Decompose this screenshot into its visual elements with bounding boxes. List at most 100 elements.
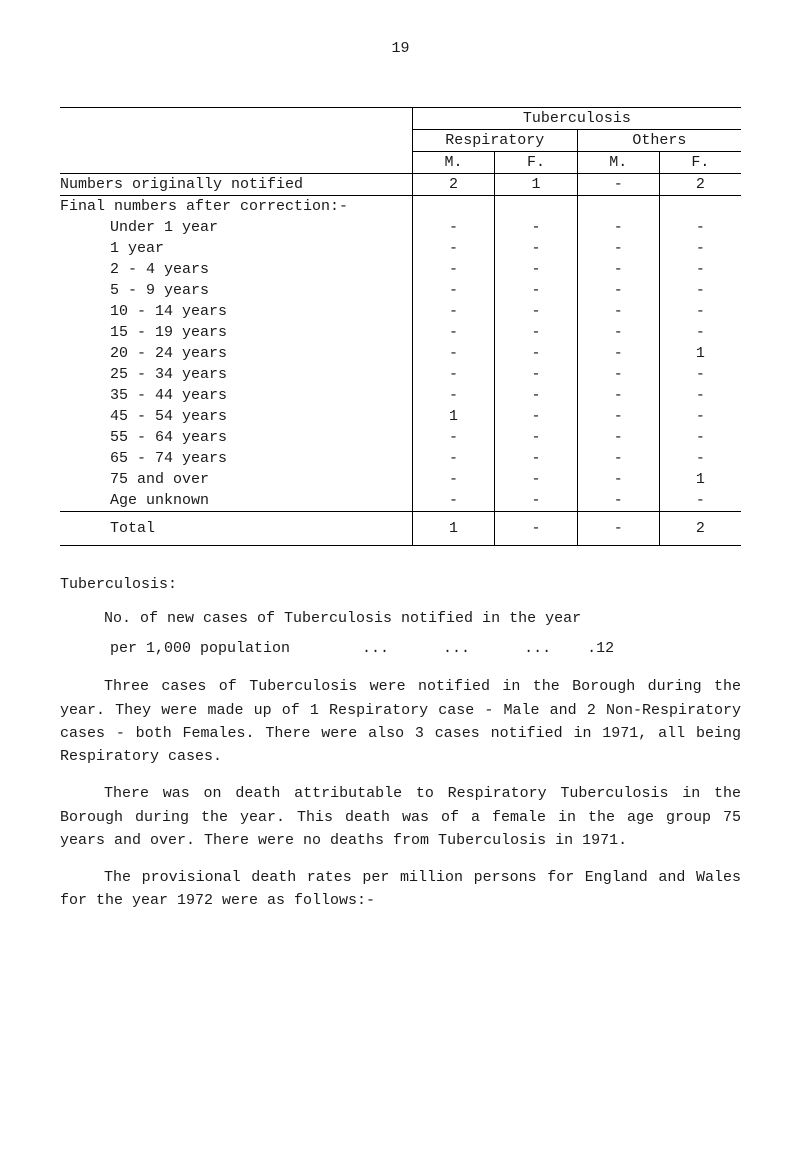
table-cell: - bbox=[412, 448, 495, 469]
table-row: Total1--2 bbox=[60, 512, 741, 546]
table-cell: - bbox=[659, 217, 741, 238]
table-cell: - bbox=[659, 259, 741, 280]
table-cell: - bbox=[412, 490, 495, 512]
table-cell: - bbox=[412, 280, 495, 301]
table-cell: 2 bbox=[659, 512, 741, 546]
rate-intro: No. of new cases of Tuberculosis notifie… bbox=[60, 607, 741, 630]
table-row: 65 - 74 years---- bbox=[60, 448, 741, 469]
table-super-header: Tuberculosis bbox=[412, 108, 741, 130]
table-cell: - bbox=[659, 448, 741, 469]
table-cell: - bbox=[659, 301, 741, 322]
table-row: 15 - 19 years---- bbox=[60, 322, 741, 343]
table-row-label: Age unknown bbox=[60, 490, 412, 512]
table-row: 35 - 44 years---- bbox=[60, 385, 741, 406]
table-cell: - bbox=[495, 259, 578, 280]
paragraph-1: Three cases of Tuberculosis were notifie… bbox=[60, 675, 741, 768]
table-cell: - bbox=[577, 238, 659, 259]
table-cell bbox=[659, 196, 741, 218]
table-row-label: Under 1 year bbox=[60, 217, 412, 238]
table-cell: - bbox=[412, 469, 495, 490]
table-cell: - bbox=[495, 364, 578, 385]
table-cell: - bbox=[495, 301, 578, 322]
table-cell bbox=[495, 196, 578, 218]
table-cell: - bbox=[659, 385, 741, 406]
table-cell: - bbox=[412, 427, 495, 448]
table-cell: - bbox=[412, 217, 495, 238]
paragraph-3: The provisional death rates per million … bbox=[60, 866, 741, 913]
table-row-label: 35 - 44 years bbox=[60, 385, 412, 406]
table-cell: - bbox=[495, 512, 578, 546]
table-row: 45 - 54 years1--- bbox=[60, 406, 741, 427]
table-row: Numbers originally notified21-2 bbox=[60, 174, 741, 196]
table-row-label: Total bbox=[60, 512, 412, 546]
table-row-label: Numbers originally notified bbox=[60, 174, 412, 196]
table-cell: 1 bbox=[659, 469, 741, 490]
table-cell: - bbox=[577, 385, 659, 406]
table-row-label: 1 year bbox=[60, 238, 412, 259]
table-row: 2 - 4 years---- bbox=[60, 259, 741, 280]
table-row-label: 15 - 19 years bbox=[60, 322, 412, 343]
table-cell: - bbox=[412, 343, 495, 364]
table-cell: - bbox=[495, 343, 578, 364]
table-row: 10 - 14 years---- bbox=[60, 301, 741, 322]
table-row-label: 2 - 4 years bbox=[60, 259, 412, 280]
table-cell: - bbox=[495, 469, 578, 490]
table-cell: - bbox=[577, 343, 659, 364]
table-row: 55 - 64 years---- bbox=[60, 427, 741, 448]
table-cell: - bbox=[577, 406, 659, 427]
table-cell: - bbox=[659, 280, 741, 301]
table-cell: - bbox=[412, 238, 495, 259]
table-group-respiratory: Respiratory bbox=[412, 130, 577, 152]
table-row-label: 65 - 74 years bbox=[60, 448, 412, 469]
table-cell: 1 bbox=[412, 512, 495, 546]
table-row-label: 10 - 14 years bbox=[60, 301, 412, 322]
table-row: Age unknown---- bbox=[60, 490, 741, 512]
table-cell: - bbox=[495, 217, 578, 238]
table-cell bbox=[577, 196, 659, 218]
table-cell: 2 bbox=[412, 174, 495, 196]
table-cell: - bbox=[412, 259, 495, 280]
table-group-others: Others bbox=[577, 130, 741, 152]
paragraph-2: There was on death attributable to Respi… bbox=[60, 782, 741, 852]
table-cell: - bbox=[577, 174, 659, 196]
table-cell: - bbox=[495, 322, 578, 343]
table-cell: - bbox=[412, 364, 495, 385]
table-cell: - bbox=[659, 322, 741, 343]
table-row: Under 1 year---- bbox=[60, 217, 741, 238]
table-cell: - bbox=[412, 385, 495, 406]
table-cell: - bbox=[495, 280, 578, 301]
table-cell: - bbox=[577, 427, 659, 448]
table-cell: - bbox=[495, 385, 578, 406]
table-row: 20 - 24 years---1 bbox=[60, 343, 741, 364]
table-cell: 2 bbox=[659, 174, 741, 196]
table-sub-f2: F. bbox=[659, 152, 741, 174]
table-cell: - bbox=[495, 238, 578, 259]
table-row: 1 year---- bbox=[60, 238, 741, 259]
table-cell: - bbox=[577, 448, 659, 469]
table-row: 25 - 34 years---- bbox=[60, 364, 741, 385]
table-cell: - bbox=[577, 280, 659, 301]
table-cell: - bbox=[412, 301, 495, 322]
table-row-label: 25 - 34 years bbox=[60, 364, 412, 385]
table-cell: - bbox=[659, 406, 741, 427]
table-cell bbox=[412, 196, 495, 218]
table-sub-f: F. bbox=[495, 152, 578, 174]
table-cell: - bbox=[495, 490, 578, 512]
table-cell: - bbox=[495, 448, 578, 469]
table-cell: - bbox=[577, 301, 659, 322]
table-row: Final numbers after correction:- bbox=[60, 196, 741, 218]
table-cell: - bbox=[577, 322, 659, 343]
table-cell: - bbox=[659, 490, 741, 512]
table-row-label: 20 - 24 years bbox=[60, 343, 412, 364]
page-number: 19 bbox=[60, 40, 741, 57]
rate-line: per 1,000 population ... ... ... .12 bbox=[60, 640, 741, 657]
table-cell: - bbox=[659, 427, 741, 448]
table-cell: - bbox=[495, 427, 578, 448]
table-row: 5 - 9 years---- bbox=[60, 280, 741, 301]
table-cell: 1 bbox=[412, 406, 495, 427]
table-row-label: 45 - 54 years bbox=[60, 406, 412, 427]
section-title: Tuberculosis: bbox=[60, 576, 741, 593]
table-row-label: 5 - 9 years bbox=[60, 280, 412, 301]
table-cell: 1 bbox=[495, 174, 578, 196]
table-cell: - bbox=[577, 469, 659, 490]
